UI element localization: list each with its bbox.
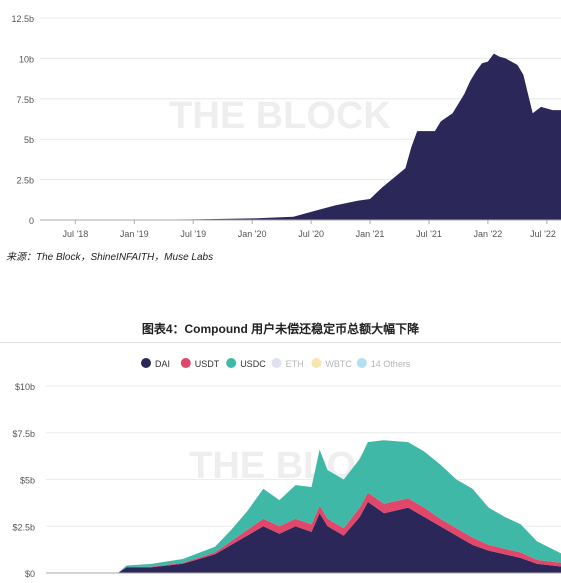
y-tick-label: 7.5b (16, 95, 34, 105)
legend-label[interactable]: DAI (155, 359, 170, 369)
debt-area (51, 53, 561, 220)
x-tick-label: Jan '19 (120, 229, 149, 239)
y-tick-label: $5b (20, 476, 35, 486)
legend-swatch (311, 358, 322, 368)
y-axis: 0 2.5b 5b 7.5b 10b 12.5b (11, 14, 34, 226)
x-tick-label: Jan '20 (238, 229, 267, 239)
x-tick-label: Jul '22 (530, 229, 556, 239)
x-tick-label: Jul '21 (416, 229, 442, 239)
y-tick-label: $0 (25, 569, 35, 579)
stacked-areas (46, 440, 561, 573)
x-tick-label: Jul '20 (298, 229, 324, 239)
legend-label[interactable]: USDT (195, 359, 220, 369)
legend-label[interactable]: 14 Others (371, 359, 411, 369)
y-tick-label: 10b (19, 54, 34, 64)
legend-swatch (356, 358, 367, 368)
y-tick-label: 0 (29, 216, 34, 226)
legend-label[interactable]: ETH (286, 359, 304, 369)
area-usdc (46, 440, 561, 573)
y-tick-label: $2.5b (12, 522, 35, 532)
y-tick-label: 2.5b (16, 176, 34, 186)
y-tick-label: 12.5b (11, 14, 34, 24)
legend-label[interactable]: WBTC (325, 359, 352, 369)
legend-swatch (226, 358, 237, 368)
y-axis: $0 $2.5b $5b $7.5b $10b (12, 382, 35, 579)
area-usdt (46, 492, 561, 573)
y-tick-label: $7.5b (12, 429, 35, 439)
divider (0, 342, 561, 343)
area-dai (46, 501, 561, 573)
legend-swatch (141, 358, 151, 368)
legend-label[interactable]: USDC (240, 359, 266, 369)
x-axis: Jul '18 Jan '19 Jul '19 Jan '20 Jul '20 Jan '… (40, 219, 561, 239)
x-tick-label: Jul '19 (180, 229, 206, 239)
y-tick-label: 5b (24, 135, 34, 145)
legend: DAI USDT USDC ETH WBTC 14 Others (141, 358, 411, 369)
legend-swatch (180, 358, 191, 368)
x-tick-label: Jul '18 (62, 229, 88, 239)
legend-swatch (271, 358, 282, 368)
y-tick-label: $10b (15, 382, 35, 392)
source-note: 来源：The Block，ShineINFAITH，Muse Labs (6, 252, 214, 263)
figure-title: 图表4：Compound 用户未偿还稳定币总额大幅下降 (141, 322, 420, 336)
watermark: THE BLOCK (169, 95, 391, 137)
x-tick-label: Jan '21 (356, 229, 385, 239)
stablecoin-debt-chart: DAI USDT USDC ETH WBTC 14 Others THE BLOCK $0… (12, 358, 561, 579)
x-tick-label: Jan '22 (474, 229, 503, 239)
outstanding-debt-chart: THE BLOCK 0 2.5b 5b 7.5b 10b 12.5b Jul '18 Jan… (11, 14, 561, 239)
